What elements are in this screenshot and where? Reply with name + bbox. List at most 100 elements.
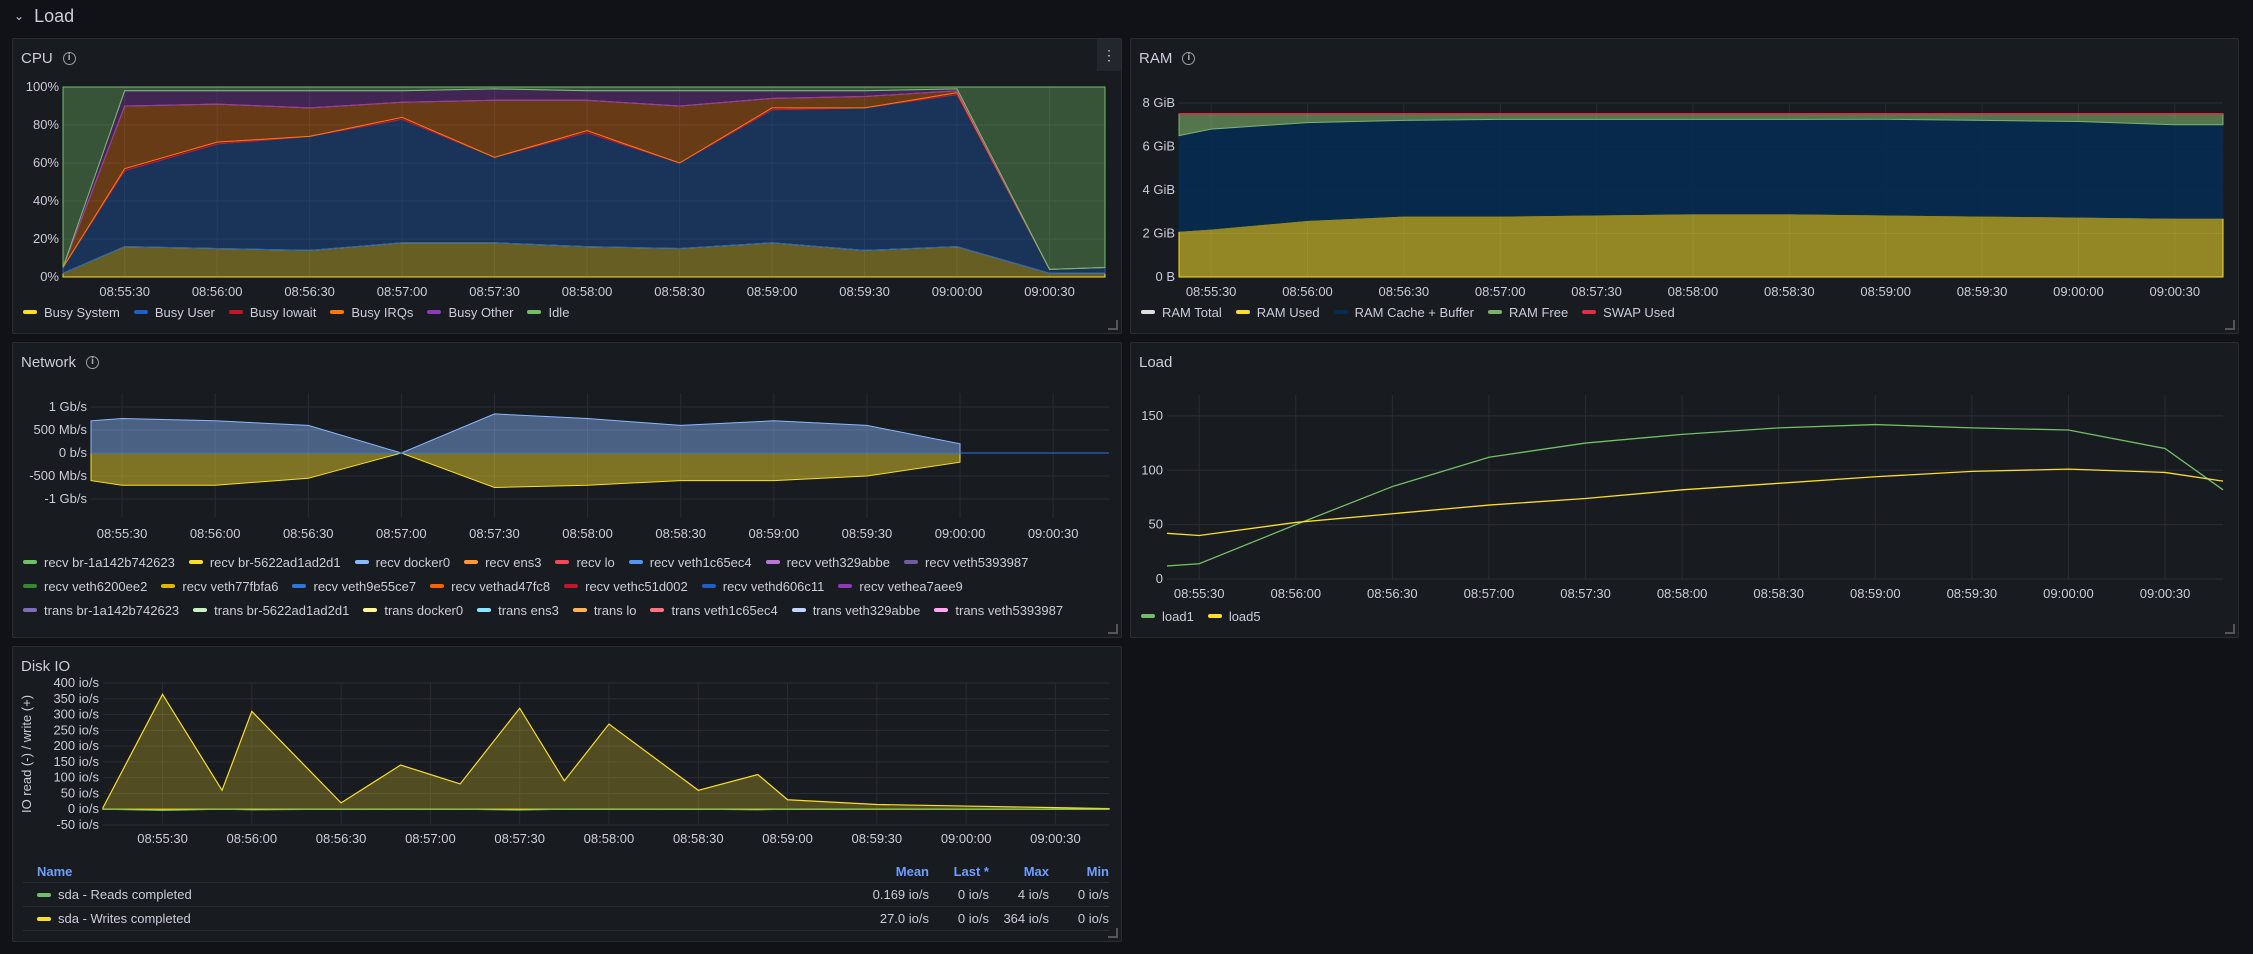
panel-header[interactable]: RAM i xyxy=(1139,47,1196,69)
legend-label: recv veth329abbe xyxy=(786,554,891,570)
resize-handle-icon[interactable] xyxy=(2225,624,2235,634)
legend-item[interactable]: recv veth5393987 xyxy=(904,553,1028,571)
legend-item[interactable]: RAM Total xyxy=(1141,303,1222,321)
column-header-max[interactable]: Max xyxy=(1023,864,1049,879)
legend-item[interactable]: Idle xyxy=(527,303,569,321)
legend-item[interactable]: recv vethea7aee9 xyxy=(838,577,963,595)
panel-header[interactable]: CPU i xyxy=(21,47,76,69)
panel-header[interactable]: Network i xyxy=(21,351,100,373)
legend-swatch xyxy=(292,584,307,588)
legend-label: recv veth5393987 xyxy=(925,554,1029,570)
legend-label: load1 xyxy=(1162,608,1194,624)
legend-item[interactable]: trans veth329abbe xyxy=(791,601,920,619)
legend-item[interactable]: SWAP Used xyxy=(1582,303,1675,321)
legend-swatch xyxy=(23,560,37,564)
x-tick-label: 08:56:30 xyxy=(1379,284,1430,299)
resize-handle-icon[interactable] xyxy=(1108,928,1118,938)
legend-item[interactable]: trans veth1c65ec4 xyxy=(650,601,778,619)
resize-handle-icon[interactable] xyxy=(2225,320,2235,330)
legend-label: Idle xyxy=(548,304,570,320)
legend-label: Busy Other xyxy=(448,304,514,320)
legend-swatch xyxy=(1141,614,1155,618)
load-chart: 150 100 50 0 08:55:30 08:56:00 08:56:30 08:57:0… xyxy=(1141,395,2224,601)
chevron-down-icon[interactable]: ⌄ xyxy=(14,9,25,23)
x-tick-label: 09:00:30 xyxy=(1028,526,1079,541)
legend-item[interactable]: trans br-1a142b742623 xyxy=(23,601,179,619)
x-tick-label: 09:00:30 xyxy=(1024,284,1075,299)
legend-swatch xyxy=(228,310,243,314)
trans-area xyxy=(90,452,961,489)
column-header-name[interactable]: Name xyxy=(37,864,73,879)
legend-item[interactable]: Busy Other xyxy=(427,303,513,321)
legend-item[interactable]: Busy System xyxy=(23,303,120,321)
info-icon[interactable]: i xyxy=(86,355,100,369)
legend-item[interactable]: trans veth5393987 xyxy=(934,601,1063,619)
legend-label: recv veth6200ee2 xyxy=(44,578,148,594)
row-header[interactable]: ⌄ Load xyxy=(14,4,74,28)
mean-value: 0.169 io/s xyxy=(872,887,929,902)
legend-item[interactable]: trans ens3 xyxy=(477,601,559,619)
y-tick-label: 150 xyxy=(1141,408,1163,423)
legend-swatch xyxy=(193,608,208,612)
legend-item[interactable]: Busy IRQs xyxy=(330,303,413,321)
panel-header[interactable]: Disk IO xyxy=(21,655,70,677)
resize-handle-icon[interactable] xyxy=(1108,320,1118,330)
legend-item[interactable]: Busy Iowait xyxy=(228,303,316,321)
column-header-min[interactable]: Min xyxy=(1086,864,1109,879)
legend-item[interactable]: recv lo xyxy=(555,553,615,571)
legend-item[interactable]: recv veth1c65ec4 xyxy=(628,553,752,571)
mean-value: 27.0 io/s xyxy=(879,911,929,926)
cpu-chart: 100% 80% 60% 40% 20% 0% 08:55:30 08:56:00 08:56:… xyxy=(26,79,1106,299)
legend-item[interactable]: RAM Used xyxy=(1235,303,1320,321)
x-tick-label: 08:56:30 xyxy=(1367,586,1418,601)
info-icon[interactable]: i xyxy=(1182,51,1196,65)
x-tick-label: 09:00:00 xyxy=(2053,284,2104,299)
x-tick-label: 08:57:30 xyxy=(469,284,520,299)
legend-item[interactable]: RAM Cache + Buffer xyxy=(1333,303,1474,321)
column-header-mean[interactable]: Mean xyxy=(895,864,929,879)
x-tick-label: 08:55:30 xyxy=(1174,586,1225,601)
x-tick-label: 08:56:00 xyxy=(192,284,243,299)
table-row[interactable]: sda - Writes completed 27.0 io/s 0 io/s … xyxy=(23,907,1109,931)
y-tick-label: -1 Gb/s xyxy=(44,491,87,506)
resize-handle-icon[interactable] xyxy=(1108,624,1118,634)
panel-header[interactable]: Load xyxy=(1139,351,1172,373)
legend-item[interactable]: recv veth9e55ce7 xyxy=(292,577,416,595)
column-header-last[interactable]: Last * xyxy=(953,864,989,879)
legend-item[interactable]: RAM Free xyxy=(1487,303,1568,321)
legend-swatch xyxy=(1333,310,1348,314)
legend-item[interactable]: trans lo xyxy=(572,601,636,619)
legend-item[interactable]: recv br-5622ad1ad2d1 xyxy=(188,553,341,571)
legend-item[interactable]: load5 xyxy=(1207,607,1261,625)
legend-label: trans veth5393987 xyxy=(955,602,1064,618)
legend-item[interactable]: recv ens3 xyxy=(464,553,541,571)
legend-item[interactable]: recv veth77fbfa6 xyxy=(161,577,278,595)
panel-menu-button[interactable]: ⋮ xyxy=(1097,39,1121,71)
series-name[interactable]: sda - Writes completed xyxy=(58,911,191,926)
cpu-panel: CPU i ⋮ 100% 80% 60% 40% 20% 0% 08:55:30 08:56:… xyxy=(12,38,1122,334)
legend-item[interactable]: load1 xyxy=(1141,607,1194,625)
legend-item[interactable]: recv vethc51d002 xyxy=(564,577,688,595)
legend-item[interactable]: recv docker0 xyxy=(354,553,450,571)
series-name[interactable]: sda - Reads completed xyxy=(58,887,192,902)
legend-swatch xyxy=(765,560,780,564)
y-tick-label: 0% xyxy=(40,269,59,284)
series-color-swatch xyxy=(37,916,51,921)
x-tick-label: 08:56:00 xyxy=(1270,586,1321,601)
legend-item[interactable]: Busy User xyxy=(133,303,215,321)
min-value: 0 io/s xyxy=(1077,887,1109,902)
x-tick-label: 08:55:30 xyxy=(97,526,148,541)
legend-item[interactable]: recv vethad47fc8 xyxy=(430,577,550,595)
x-tick-label: 09:00:00 xyxy=(2043,586,2094,601)
legend-item[interactable]: recv br-1a142b742623 xyxy=(23,553,175,571)
writes-area xyxy=(102,693,1110,810)
info-icon[interactable]: i xyxy=(62,51,76,65)
legend-item[interactable]: recv veth329abbe xyxy=(765,553,891,571)
row-title: Load xyxy=(34,5,75,26)
legend-item[interactable]: recv vethd606c11 xyxy=(701,577,824,595)
legend-item[interactable]: trans docker0 xyxy=(363,601,463,619)
table-row[interactable]: sda - Reads completed 0.169 io/s 0 io/s … xyxy=(23,883,1109,907)
legend-item[interactable]: recv veth6200ee2 xyxy=(23,577,147,595)
legend-label: trans veth1c65ec4 xyxy=(671,602,778,618)
legend-item[interactable]: trans br-5622ad1ad2d1 xyxy=(193,601,349,619)
